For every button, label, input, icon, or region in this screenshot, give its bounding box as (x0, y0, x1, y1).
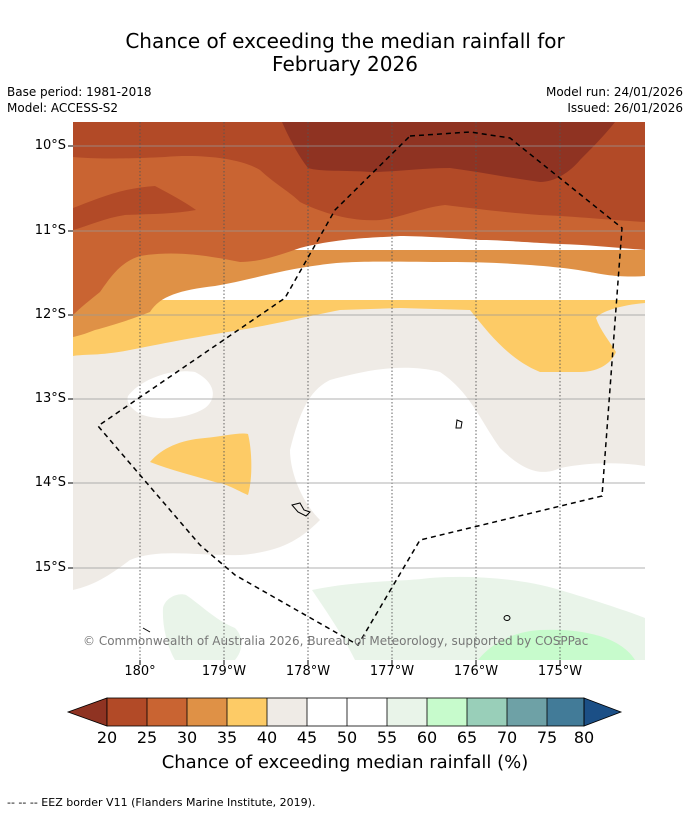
lat-label-15s: 15°S (34, 560, 66, 575)
colorbar-35-40 (227, 698, 267, 726)
meta-right: Model run: 24/01/2026 Issued: 26/01/2026 (546, 84, 683, 116)
eez-legend-footer: -- -- -- EEZ border V11 (Flanders Marine… (7, 796, 316, 809)
colorbar-extend-low (66, 697, 108, 727)
base-period: Base period: 1981-2018 (7, 85, 152, 99)
map-title: Chance of exceeding the median rainfall … (0, 30, 690, 76)
issued-date: Issued: 26/01/2026 (567, 101, 683, 115)
colorbar-tick: 20 (96, 728, 118, 747)
colorbar-tick: 40 (256, 728, 278, 747)
eez-border (96, 131, 623, 647)
lat-ticks (68, 145, 73, 569)
colorbar-70-75 (507, 698, 547, 726)
colorbar-tick: 75 (536, 728, 558, 747)
colorbar (66, 697, 623, 727)
model-name: Model: ACCESS-S2 (7, 101, 119, 115)
colorbar-tick: 30 (176, 728, 198, 747)
parallels (73, 145, 645, 569)
model-run: Model run: 24/01/2026 (545, 85, 683, 99)
probability-map (73, 122, 645, 660)
region-40-45 (73, 300, 645, 590)
colorbar-extend-high (583, 697, 623, 727)
lat-label-13s: 13°S (34, 391, 66, 406)
lat-label-11s: 11°S (34, 223, 66, 238)
lon-label-175w: 175°W (537, 664, 583, 679)
colorbar-tick: 35 (216, 728, 238, 747)
colorbar-tick: 80 (573, 728, 595, 747)
colorbar-75-80 (547, 698, 584, 726)
colorbar-30-35 (187, 698, 227, 726)
lat-label-12s: 12°S (34, 307, 66, 322)
colorbar-tick: 65 (456, 728, 478, 747)
colorbar-tick: 70 (496, 728, 518, 747)
island-southwest (142, 627, 151, 633)
region-60-65 (478, 629, 635, 660)
colorbar-tick: 45 (296, 728, 318, 747)
colorbar-65-70 (467, 698, 507, 726)
region-45-50-pocket-west (127, 371, 213, 419)
lat-label-10s: 10°S (34, 138, 66, 153)
meta-left: Base period: 1981-2018 Model: ACCESS-S2 (7, 84, 152, 116)
colorbar-60-65 (427, 698, 467, 726)
island-middle (291, 502, 311, 517)
colorbar-title: Chance of exceeding median rainfall (%) (161, 752, 529, 773)
region-20-25-tongue (73, 186, 196, 230)
region-55-60-west (162, 594, 242, 660)
colorbar-tick: 25 (136, 728, 158, 747)
region-30-35 (73, 250, 645, 337)
region-below-20 (282, 122, 615, 182)
colorbar-20-25 (107, 698, 147, 726)
region-35-40-blob (150, 433, 252, 495)
colorbar-40-45 (267, 698, 307, 726)
colorbar-tick: 50 (336, 728, 358, 747)
region-45-50-pocket-center (318, 384, 495, 502)
lon-label-178w: 178°W (285, 664, 331, 679)
colorbar-45-50 (307, 698, 347, 726)
colorbar-25-30 (147, 698, 187, 726)
colorbar-55-60 (387, 698, 427, 726)
island-east (455, 419, 463, 429)
lon-label-179w: 179°W (201, 664, 247, 679)
region-35-40 (73, 300, 645, 372)
lon-ticks (139, 660, 561, 665)
attribution: © Commonwealth of Australia 2026, Bureau… (83, 634, 588, 648)
lat-label-14s: 14°S (34, 475, 66, 490)
island-south (503, 615, 511, 621)
colorbar-tick: 60 (416, 728, 438, 747)
lon-label-180: 180° (124, 664, 156, 679)
lon-label-177w: 177°W (369, 664, 415, 679)
colorbar-tick: 55 (376, 728, 398, 747)
title-line-1: Chance of exceeding the median rainfall … (125, 29, 565, 53)
colorbar-50-55 (347, 698, 387, 726)
lon-label-176w: 176°W (453, 664, 499, 679)
title-line-2: February 2026 (272, 52, 418, 76)
meridians (139, 122, 561, 660)
